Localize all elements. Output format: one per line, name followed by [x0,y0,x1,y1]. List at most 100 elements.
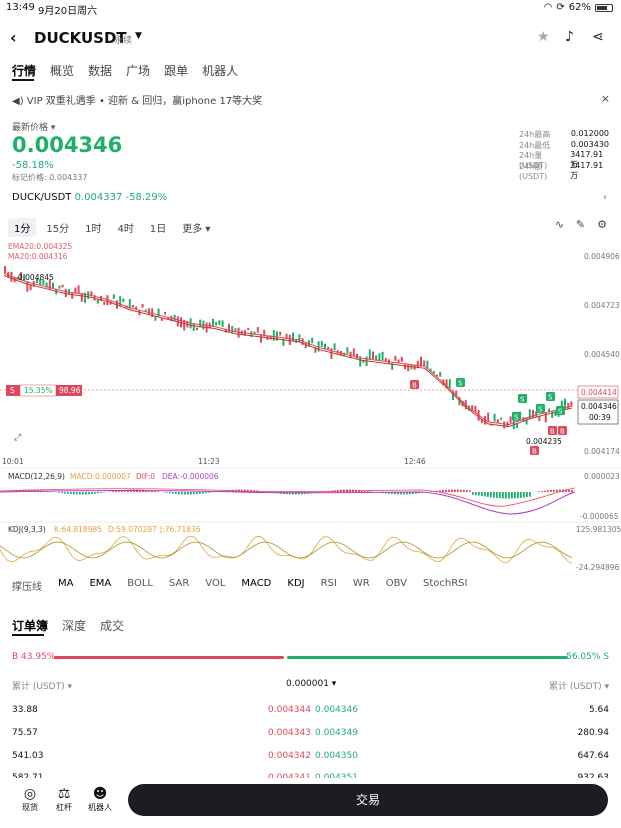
ma-legend: EMA20:0.004325 MA20:0.004316 [8,242,72,262]
latest-price-label[interactable]: 最新价格 ▾ [12,123,56,133]
ind-rsi[interactable]: RSI [320,578,337,589]
table-row[interactable]: 541.03 0.004342 0.004350 647.64 [0,747,621,769]
tab-bot[interactable]: 机器人 [202,64,239,78]
table-row[interactable]: 33.88 0.004344 0.004346 5.64 [0,701,621,723]
banner-text: VIP 双重礼遇季 • 迎新 & 回归，赢iphone 17等大奖 [26,96,263,107]
star-icon[interactable]: ★ [537,29,550,45]
trade-marker[interactable] [410,380,419,389]
interval-15m[interactable]: 15分 [46,224,70,235]
trade-marker[interactable] [556,406,565,415]
tab-overview[interactable]: 概览 [50,64,75,78]
macd-dif: DIF:0 [136,472,155,481]
wifi-icon: ◠ [543,2,553,13]
macd-bar [61,492,63,494]
symbol-title[interactable]: DUCKUSDT [34,29,127,47]
chevron-right-icon[interactable]: › [603,192,607,203]
candle [484,416,486,425]
interval-1d[interactable]: 1日 [149,224,167,235]
ask-cum-header[interactable]: 累计 (USDT) ▾ [549,682,609,692]
ind-obv[interactable]: OBV [385,578,407,589]
chevron-down-icon[interactable]: ▼ [135,31,142,41]
candle [192,323,195,331]
candle [378,353,381,361]
ind-kdj[interactable]: KDJ [287,578,305,589]
tab-copy-trade[interactable]: 跟单 [164,64,189,78]
ind-ma[interactable]: MA [58,578,74,589]
ind-stochrsi[interactable]: StochRSI [422,578,468,589]
candle [112,294,115,299]
ind-support[interactable]: 撑压线 [12,582,42,593]
trade-marker[interactable] [512,412,521,421]
ind-ema[interactable]: EMA [89,578,112,589]
macd-bar [472,492,474,495]
candle [58,285,61,289]
position-size-box [56,385,82,396]
trade-marker[interactable] [558,426,567,435]
indicator-icon[interactable]: ∿ [554,218,564,231]
position-side-badge[interactable] [6,385,20,396]
candle [231,326,234,334]
macd-bar [514,492,516,499]
trade-marker[interactable] [548,426,557,435]
ind-boll[interactable]: BOLL [127,578,153,589]
macd-bar [493,492,495,498]
ind-vol[interactable]: VOL [205,578,226,589]
macd-bar [100,492,102,493]
share-icon[interactable]: ⋖ [592,29,604,45]
bid-price: 0.004343 [268,728,311,738]
kline-chart[interactable]: 0.004906 0.004723 0.004540 0.004174 0.00… [0,238,621,574]
macd-bar [31,489,33,492]
trade-marker[interactable] [546,392,555,401]
tab-market[interactable]: 行情 [12,64,37,78]
candle [212,318,214,327]
nav-margin[interactable]: ⚖ 杠杆 [48,786,80,813]
tab-depth[interactable]: 深度 [62,619,87,633]
indicator-selector: 撑压线 MA EMA BOLL SAR VOL MACD KDJ RSI WR … [12,578,467,593]
interval-more[interactable]: 更多 ▾ [182,224,211,235]
interval-1m[interactable]: 1分 [8,218,37,237]
tab-orderbook[interactable]: 订单簿 [12,619,49,633]
tab-square[interactable]: 广场 [126,64,151,78]
gear-icon[interactable]: ⚙ [597,218,607,231]
draw-icon[interactable]: ✎ [575,218,586,231]
bid-cum-header[interactable]: 累计 (USDT) ▾ [12,682,72,692]
nav-spot[interactable]: ◎ 现货 [14,786,46,813]
ind-wr[interactable]: WR [352,578,370,589]
interval-1h[interactable]: 1时 [85,224,102,235]
macd-bar [547,490,549,492]
ind-macd[interactable]: MACD [241,578,272,589]
candle [272,330,275,341]
macd-bar [148,490,150,492]
promo-banner[interactable]: ◀) VIP 双重礼遇季 • 迎新 & 回归，赢iphone 17等大奖 × [12,92,610,107]
back-button[interactable]: ‹ [10,28,17,47]
macd-bar [502,492,504,499]
macd-bar [112,491,114,493]
price-tick: 0.004174 [584,447,620,456]
trade-marker[interactable] [530,446,539,455]
trade-marker[interactable] [456,378,465,387]
precision-select[interactable]: 0.000001 ▾ [286,679,337,689]
table-row[interactable]: 75.57 0.004343 0.004349 280.94 [0,724,621,746]
expand-icon[interactable]: ⤢ [13,433,21,443]
macd-bar [445,489,447,493]
tab-data[interactable]: 数据 [88,64,113,78]
close-icon[interactable]: × [600,92,610,105]
candle [544,413,547,423]
candle [429,368,432,372]
spot-pair-link[interactable]: DUCK/USDT 0.004337 -58.29% [12,192,167,203]
candle [224,328,227,333]
nav-label: 机器人 [88,803,112,812]
trade-marker[interactable] [536,404,545,413]
interval-4h[interactable]: 4时 [117,224,134,235]
status-time: 13:49 [6,2,35,13]
nav-bot[interactable]: ☻ 机器人 [84,786,116,813]
trade-marker[interactable] [518,394,527,403]
bid-price: 0.004344 [268,705,311,715]
tab-trades[interactable]: 成交 [100,619,125,633]
bell-icon[interactable]: ♪ [565,29,574,45]
macd-bar [325,491,327,493]
trade-button[interactable]: 交易 [128,784,608,816]
macd-bar [487,492,489,497]
ind-sar[interactable]: SAR [168,578,190,589]
candle [45,282,48,288]
